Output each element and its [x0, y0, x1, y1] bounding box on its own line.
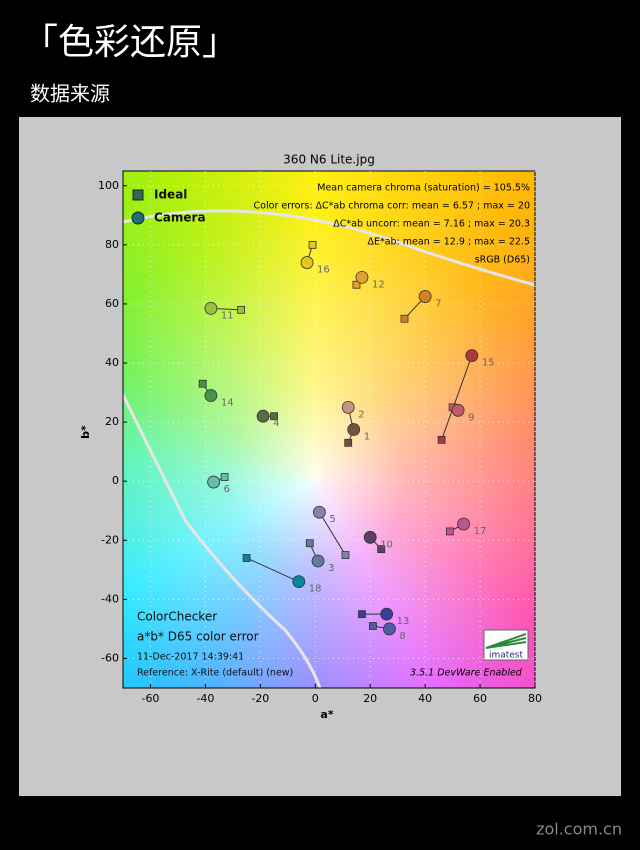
annotation: a*b* D65 color error — [137, 630, 259, 644]
point-label: 9 — [468, 412, 474, 423]
camera-point — [383, 622, 396, 636]
watermark: zol.com.cn — [536, 820, 622, 839]
error-connector — [441, 355, 473, 441]
gamut-curve — [121, 209, 536, 689]
camera-point — [300, 256, 314, 269]
point-label: 5 — [329, 514, 335, 525]
point-label: 17 — [474, 526, 487, 537]
camera-point — [457, 517, 470, 531]
ideal-point — [308, 240, 317, 249]
ideal-point — [377, 545, 386, 554]
color-plane — [123, 171, 535, 688]
camera-point — [465, 349, 479, 363]
point-label: 4 — [273, 418, 279, 429]
camera-point — [292, 575, 306, 589]
camera-point — [256, 409, 270, 423]
ideal-point — [220, 473, 229, 481]
camera-point — [347, 423, 361, 436]
annotation: Reference: X-Rite (default) (new) — [137, 668, 293, 679]
camera-point — [363, 530, 377, 544]
ideal-point — [242, 554, 251, 562]
y-tick-label: -40 — [101, 592, 119, 605]
x-tick-label: 60 — [473, 692, 487, 705]
point-label: 18 — [309, 584, 322, 595]
point-label: 15 — [482, 358, 495, 369]
legend-marker — [132, 189, 144, 201]
ideal-point — [270, 412, 278, 421]
point-label: 10 — [380, 539, 393, 550]
point-label: 16 — [317, 265, 330, 276]
point-label: 7 — [435, 299, 441, 310]
x-tick-label: 40 — [418, 692, 432, 705]
y-tick-label: -20 — [101, 533, 119, 546]
y-tick-label: -60 — [101, 651, 119, 664]
chart-title: 360 N6 Lite.jpg — [283, 153, 375, 167]
annotation: sRGB (D65) — [475, 255, 530, 266]
version-note: 3.5.1 DevWare Enabled — [410, 668, 523, 679]
ideal-point — [341, 551, 350, 559]
y-tick-label: 0 — [112, 474, 119, 487]
camera-point — [380, 607, 394, 621]
ideal-point — [437, 435, 446, 444]
logo-text: imatest — [489, 651, 524, 661]
point-label: 11 — [221, 310, 234, 321]
legend-label: Ideal — [154, 188, 187, 202]
annotation: Color errors: ΔC*ab chroma corr: mean = … — [254, 201, 530, 212]
ideal-point — [305, 539, 314, 548]
point-label: 12 — [372, 279, 385, 290]
annotation: ΔE*ab: mean = 12.9 ; max = 22.5 — [367, 237, 530, 248]
ideal-point — [344, 438, 353, 447]
y-tick-label: 80 — [105, 238, 119, 251]
point-label: 1 — [364, 432, 370, 443]
x-tick-label: 80 — [528, 692, 542, 705]
ideal-point — [352, 280, 361, 289]
ideal-point — [237, 305, 246, 314]
ideal-point — [400, 314, 409, 323]
y-axis-label: b* — [79, 425, 92, 439]
camera-point — [204, 301, 218, 315]
ideal-point — [358, 610, 366, 619]
error-connector — [318, 511, 346, 556]
point-label: 6 — [224, 484, 230, 495]
camera-point — [311, 554, 325, 568]
annotation: 11-Dec-2017 14:39:41 — [137, 652, 244, 663]
point-label: 14 — [221, 398, 234, 409]
camera-point — [204, 389, 218, 402]
x-tick-label: -40 — [196, 692, 214, 705]
error-connector — [246, 557, 299, 583]
camera-point — [341, 400, 355, 414]
camera-point — [312, 505, 326, 519]
point-label: 2 — [358, 409, 364, 420]
page-title: 「色彩还原」 — [22, 22, 238, 63]
ideal-point — [445, 527, 454, 536]
ideal-point — [198, 379, 207, 388]
page-subtitle: 数据来源 — [30, 82, 110, 106]
y-tick-label: 40 — [105, 356, 119, 369]
legend-label: Camera — [154, 211, 206, 225]
legend-marker — [131, 211, 145, 225]
camera-point — [451, 403, 465, 417]
annotation: Mean camera chroma (saturation) = 105.5% — [317, 183, 530, 194]
x-axis-label: a* — [320, 708, 333, 721]
x-tick-label: 20 — [363, 692, 377, 705]
camera-point — [418, 290, 432, 303]
x-tick-label: 0 — [312, 692, 319, 705]
y-tick-label: 60 — [105, 297, 119, 310]
point-label: 3 — [328, 563, 334, 574]
ideal-point — [369, 622, 377, 630]
camera-point — [207, 475, 221, 489]
point-label: 8 — [399, 631, 405, 642]
x-tick-label: -60 — [141, 692, 159, 705]
y-tick-label: 100 — [98, 179, 119, 192]
annotation: ColorChecker — [137, 610, 217, 624]
plot-frame — [122, 170, 536, 689]
y-tick-label: 20 — [105, 415, 119, 428]
x-tick-label: -20 — [251, 692, 269, 705]
logo-stripes — [485, 633, 527, 649]
point-label: 13 — [397, 616, 410, 627]
camera-point — [355, 270, 369, 284]
annotation: ΔC*ab uncorr: mean = 7.16 ; max = 20.3 — [333, 219, 530, 230]
